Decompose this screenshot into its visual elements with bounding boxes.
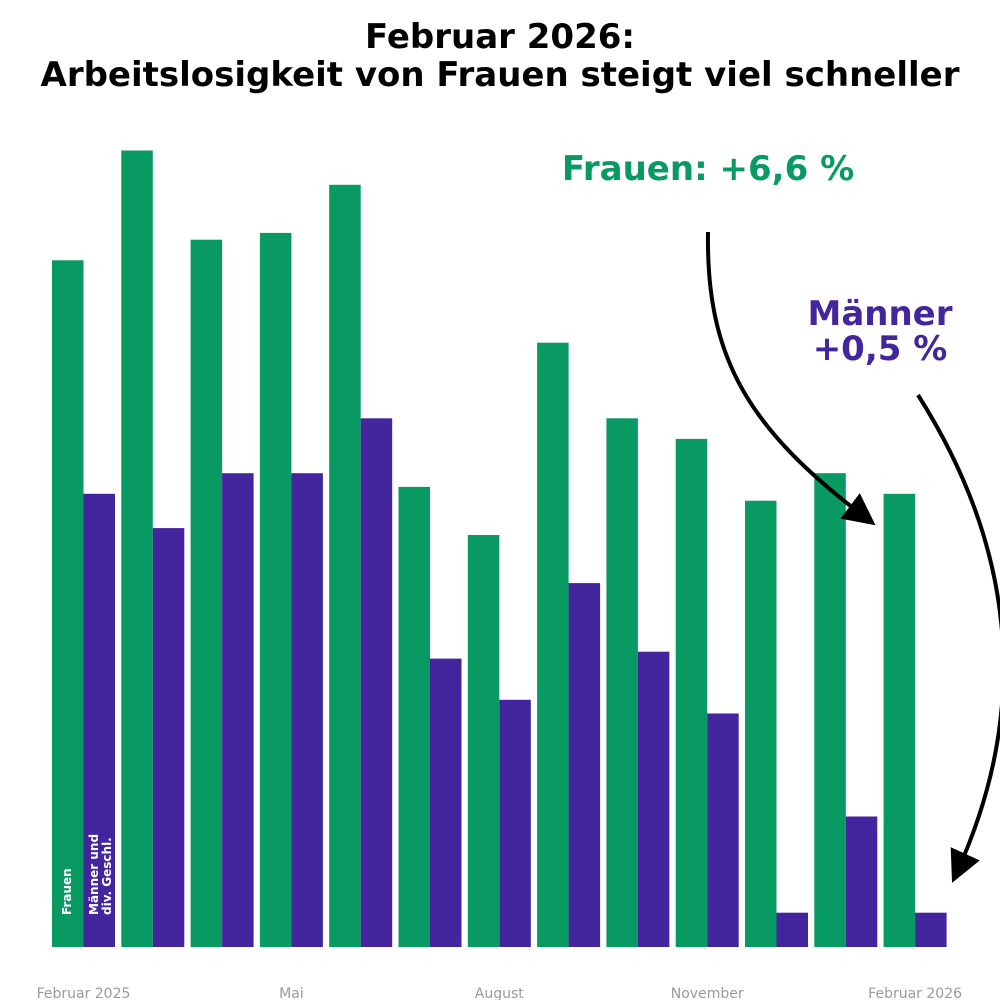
bar-frauen-12 [883,493,916,947]
bar-frauen-10 [745,500,777,947]
bar-maenner-4 [360,418,393,947]
bar-frauen-9 [675,438,708,947]
bar-frauen-2 [190,239,223,947]
bar-frauen-11 [814,473,846,947]
bar-frauen-8 [606,418,638,947]
bar-maenner-7 [568,583,601,947]
annotation-maenner-line1: Männer [807,294,952,334]
bar-maenner-9 [707,713,739,947]
bar-frauen-1 [121,150,153,947]
arrow-frauen [705,231,876,526]
chart-title: Februar 2026: [365,17,635,57]
annotation-maenner-line2: +0,5 % [813,329,948,369]
x-tick-label: Mai [279,986,304,1000]
bar-maenner-3 [291,473,323,947]
bar-frauen-3 [259,232,292,947]
bar-frauen-4 [329,184,361,948]
bar-maenner-1 [152,528,185,947]
chart-subtitle: Arbeitslosigkeit von Frauen steigt viel … [41,55,960,95]
bar-frauen-5 [398,486,430,947]
bar-maenner-8 [637,651,670,947]
x-tick-label: November [671,986,744,1000]
legend-label-maenner: Männer unddiv. Geschl. [87,834,114,915]
bar-maenner-6 [499,699,531,947]
legend-label-frauen: Frauen [60,868,74,915]
x-tick-labels: Februar 2025 Mai August November Februar 202… [37,986,963,1000]
bar-frauen-7 [537,342,569,947]
bar-maenner-0 [83,493,115,947]
bar-maenner-5 [430,658,462,947]
x-tick-label: Februar 2025 [37,986,131,1000]
bar-maenner-10 [776,912,808,947]
bar-frauen-0 [52,260,84,947]
bar-maenner-12 [915,912,947,947]
bar-maenner-11 [845,816,878,947]
x-tick-label: August [475,986,525,1000]
arrow-maenner [916,393,1000,883]
bars-group [52,150,947,948]
annotation-frauen: Frauen: +6,6 % [562,149,854,189]
bar-maenner-2 [222,473,254,947]
bar-frauen-6 [467,535,500,947]
x-tick-label: Februar 2026 [868,986,962,1000]
